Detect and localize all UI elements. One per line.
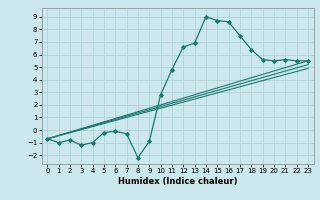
X-axis label: Humidex (Indice chaleur): Humidex (Indice chaleur): [118, 177, 237, 186]
